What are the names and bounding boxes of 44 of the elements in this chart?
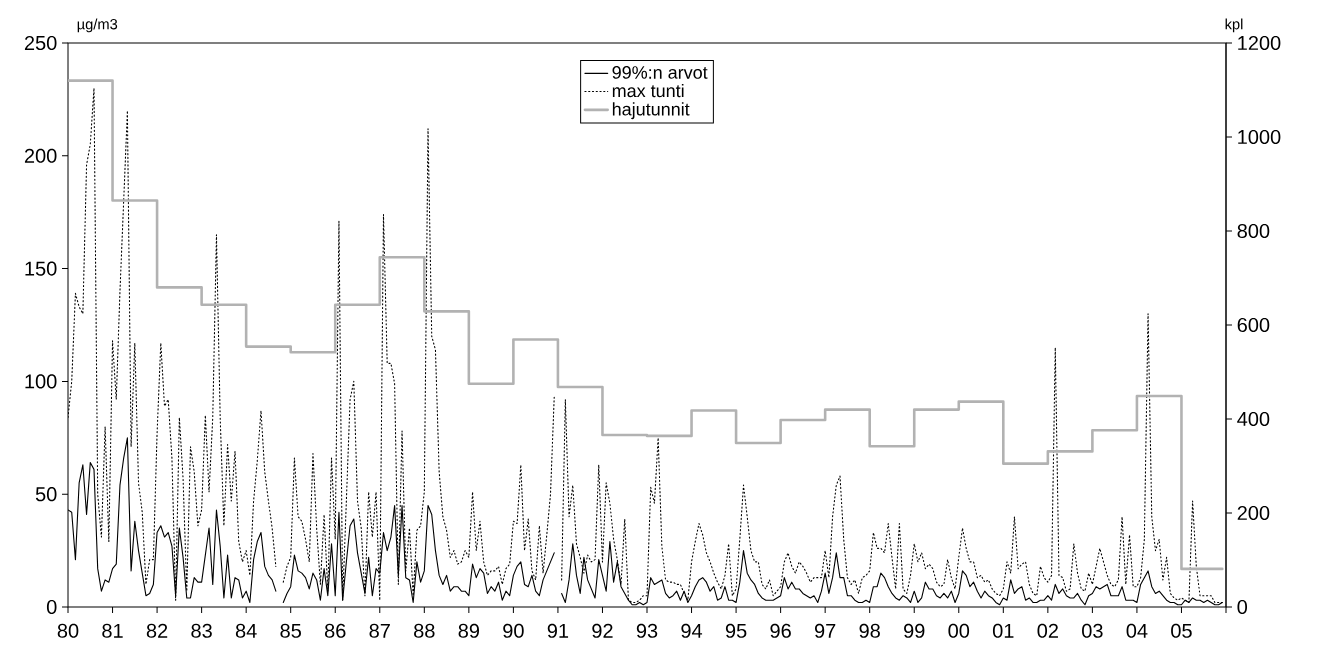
x-tick-label: 92 — [592, 623, 613, 638]
x-tick-label: 93 — [636, 623, 658, 638]
x-tick-label: 81 — [102, 623, 123, 638]
x-tick-label: 03 — [1082, 623, 1103, 638]
x-tick-label: 88 — [414, 623, 435, 638]
y-axis-title: µg/m3 — [77, 18, 118, 33]
x-tick-label: 86 — [324, 623, 346, 638]
y2-tick-label: 600 — [1237, 317, 1270, 333]
legend-label: max tunti — [612, 83, 684, 98]
x-tick-label: 83 — [191, 623, 212, 638]
x-tick-label: 04 — [1126, 623, 1148, 638]
y-tick-label: 0 — [46, 599, 57, 615]
x-tick-label: 82 — [146, 623, 168, 638]
y-tick-label: 100 — [25, 374, 57, 389]
x-tick-label: 95 — [725, 623, 747, 638]
y2-axis-title: kpl — [1225, 18, 1243, 33]
y2-tick-label: 1000 — [1238, 129, 1281, 145]
x-tick-label: 89 — [458, 623, 480, 638]
x-tick-label: 91 — [547, 623, 569, 638]
x-tick-label: 02 — [1037, 623, 1058, 638]
y2-tick-label: 200 — [1237, 505, 1270, 521]
x-tick-label: 01 — [992, 623, 1014, 638]
x-tick-label: 98 — [859, 623, 880, 638]
y-tick-label: 250 — [24, 35, 57, 51]
y-tick-label: 150 — [25, 261, 57, 276]
y2-tick-label: 1200 — [1238, 35, 1281, 51]
x-tick-label: 94 — [681, 623, 703, 638]
x-tick-label: 05 — [1171, 623, 1192, 638]
legend-label: hajutunnit — [612, 102, 690, 120]
x-tick-label: 90 — [503, 623, 524, 638]
y2-tick-label: 400 — [1237, 411, 1270, 427]
y2-tick-label: 800 — [1237, 223, 1270, 239]
x-tick-label: 96 — [770, 623, 791, 638]
y-tick-label: 200 — [24, 148, 57, 163]
y-tick-label: 50 — [35, 487, 57, 502]
x-tick-label: 97 — [814, 623, 836, 638]
x-tick-label: 87 — [369, 623, 390, 638]
x-tick-label: 00 — [948, 623, 970, 638]
x-tick-label: 80 — [57, 623, 79, 638]
x-tick-label: 85 — [280, 623, 301, 638]
x-tick-label: 99 — [904, 623, 925, 638]
y2-tick-label: 0 — [1237, 599, 1248, 615]
legend-label: 99%:n arvot — [612, 66, 708, 79]
x-tick-label: 84 — [235, 623, 257, 638]
